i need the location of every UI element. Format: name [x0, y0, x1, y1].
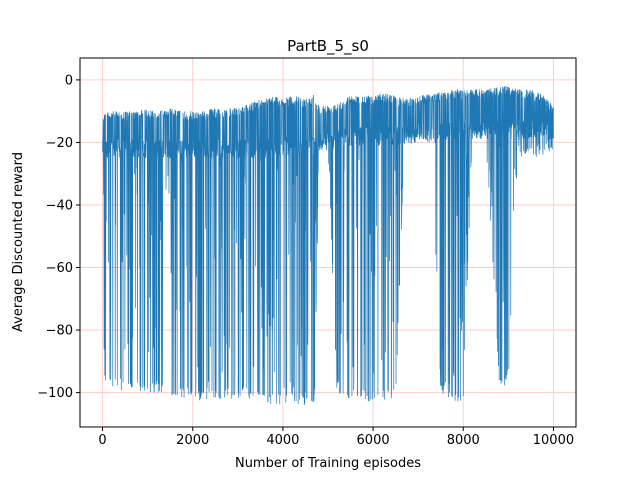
- y-axis-label: Average Discounted reward: [11, 152, 26, 332]
- x-tick-label: 8000: [447, 433, 480, 448]
- x-tick-label: 4000: [266, 433, 299, 448]
- x-tick-label: 6000: [357, 433, 390, 448]
- y-tick-label: −40: [46, 198, 73, 213]
- y-tick-label: −100: [37, 386, 73, 401]
- x-axis-label: Number of Training episodes: [235, 456, 421, 471]
- y-tick-label: −20: [46, 136, 73, 151]
- y-tick-label: −80: [46, 324, 73, 339]
- x-tick-label: 2000: [176, 433, 209, 448]
- chart-title: PartB_5_s0: [287, 37, 369, 56]
- series-line: [102, 86, 554, 406]
- x-tick-label: 0: [98, 433, 106, 448]
- y-tick-label: −60: [46, 261, 73, 276]
- plot-area-frame: [79, 57, 577, 428]
- x-tick-label: 10000: [533, 433, 574, 448]
- y-axis: 0 −20 −40 −60 −80 −100: [37, 73, 80, 401]
- y-tick-label: 0: [65, 73, 73, 88]
- x-axis: 0 2000 4000 6000 8000 10000: [98, 427, 574, 448]
- reward-series-line: [102, 86, 554, 406]
